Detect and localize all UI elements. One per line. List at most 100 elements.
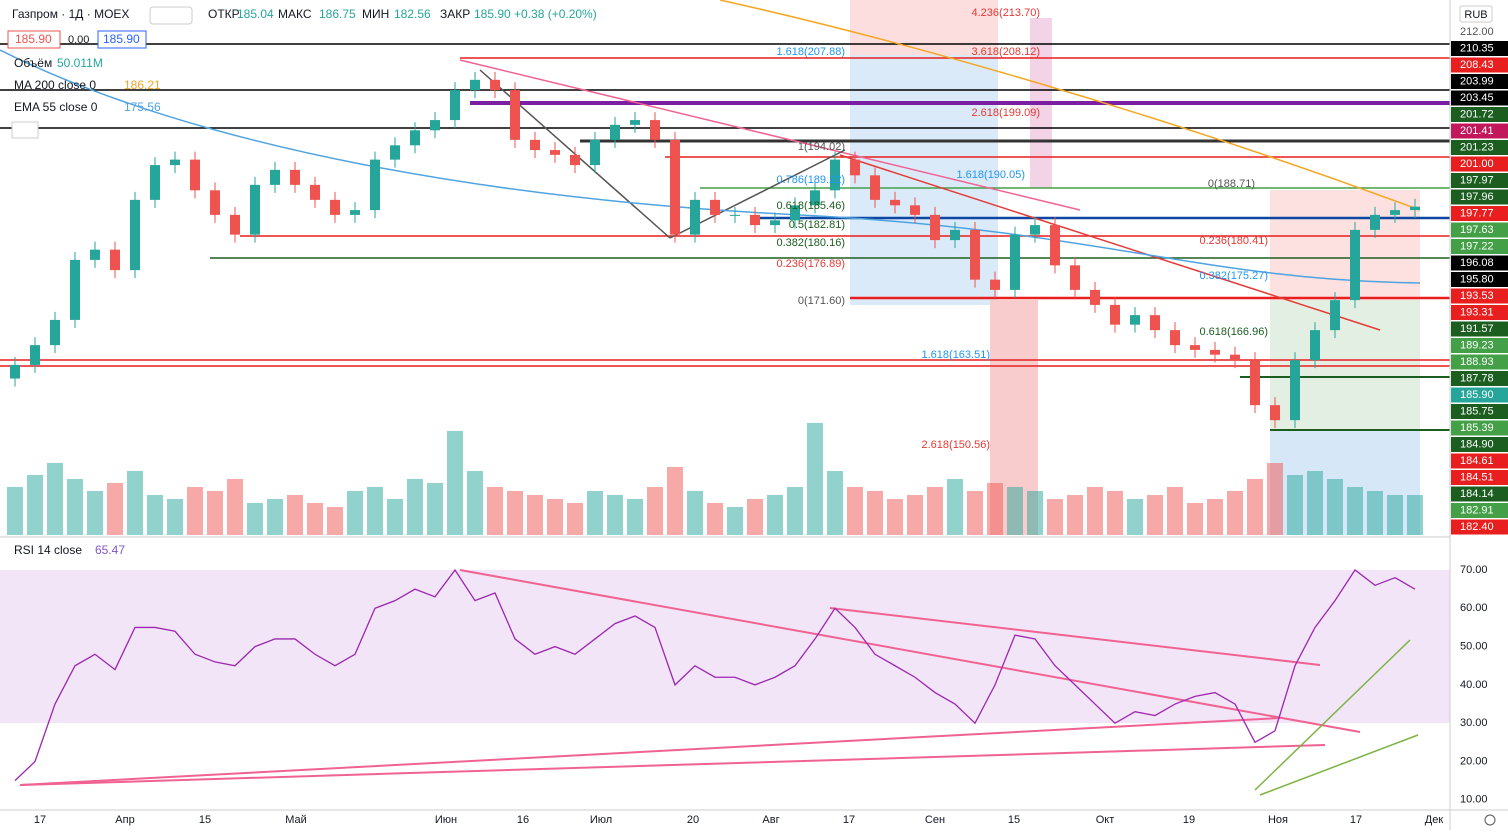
bid-box[interactable]	[7, 30, 61, 49]
volume-bar	[1067, 495, 1083, 535]
price-axis-label: 182.91	[1460, 504, 1494, 516]
rsi-trend	[1259, 734, 1419, 796]
fib-label: 0.5(182.81)	[789, 219, 845, 231]
candle	[290, 169, 300, 185]
rsi-trend	[19, 717, 1281, 786]
candle	[1010, 234, 1020, 290]
price-axis-label: 197.22	[1460, 240, 1494, 252]
volume-bar	[7, 487, 23, 535]
time-axis-label: 16	[517, 814, 529, 826]
volume-bar	[1407, 495, 1423, 535]
price-axis-label: 210.35	[1460, 42, 1494, 54]
volume-bar	[287, 495, 303, 535]
collapse-button[interactable]	[11, 121, 39, 139]
volume-bar	[1327, 479, 1343, 535]
price-axis-label: 182.40	[1460, 521, 1494, 533]
ma-line	[719, 0, 1421, 211]
candle	[470, 79, 480, 91]
volume-bar	[907, 495, 923, 535]
candle	[370, 159, 380, 211]
price-label-box	[1451, 189, 1508, 205]
price-axis-label: 201.41	[1460, 125, 1494, 137]
ask-box[interactable]	[97, 30, 147, 49]
candle	[1270, 405, 1280, 421]
currency-button[interactable]	[1459, 5, 1493, 23]
volume-bar	[127, 471, 143, 535]
price-axis-label: 197.63	[1460, 224, 1494, 236]
candle	[930, 214, 940, 241]
volume-bar	[1367, 491, 1383, 535]
zone	[850, 0, 998, 55]
candle	[610, 124, 620, 140]
volume-bar	[607, 495, 623, 535]
price-label-box	[1451, 354, 1508, 370]
time-axis-label: 17	[1350, 814, 1362, 826]
candle	[130, 199, 140, 271]
price-label-box	[1451, 255, 1508, 271]
price-axis-label: 212.00	[1460, 26, 1494, 38]
price-label-box	[1451, 420, 1508, 436]
volume-bar	[387, 499, 403, 535]
candle	[1150, 315, 1160, 331]
candle	[70, 259, 80, 320]
levels	[0, 0, 1450, 796]
volume-bar	[807, 423, 823, 535]
candle	[550, 150, 560, 155]
price-axis-label: 185.75	[1460, 405, 1494, 417]
candle	[590, 139, 600, 166]
price-label-box	[1451, 486, 1508, 502]
rsi: 65.47	[95, 543, 125, 557]
candle	[150, 165, 160, 200]
rsi-axis-label: 70.00	[1460, 564, 1488, 576]
volume-bar	[447, 431, 463, 535]
volume-bar	[27, 475, 43, 535]
volume-bar	[1347, 487, 1363, 535]
volume-bar	[227, 479, 243, 535]
rsi-axis-label: 20.00	[1460, 755, 1488, 767]
candle	[350, 210, 360, 215]
volume-bar	[627, 499, 643, 535]
candle	[750, 214, 760, 226]
fib-label: 3.618(208.12)	[972, 46, 1041, 58]
candle	[1050, 225, 1060, 266]
time-axis-label: Окт	[1096, 814, 1115, 826]
price-axis-label: 193.53	[1460, 290, 1494, 302]
price-label-box	[1451, 57, 1508, 73]
settings-icon[interactable]	[1484, 814, 1496, 826]
candle	[1250, 360, 1260, 406]
volume-bar	[467, 471, 483, 535]
volume-bar	[1207, 499, 1223, 535]
candle	[530, 139, 540, 151]
price-axis-label: 197.97	[1460, 174, 1494, 186]
candle	[430, 120, 440, 131]
candle	[730, 214, 740, 216]
volume-bar	[1107, 491, 1123, 535]
candle	[950, 229, 960, 241]
price-axis-label: 197.77	[1460, 207, 1494, 219]
volume-bar	[587, 491, 603, 535]
low-label: МИН	[362, 7, 389, 21]
candle	[1410, 206, 1420, 211]
price-axis-label: 203.99	[1460, 75, 1494, 87]
ma-label: MA 200 close 0	[14, 78, 96, 92]
rsi-axis-label: 60.00	[1460, 602, 1488, 614]
price-axis-label: 184.51	[1460, 471, 1494, 483]
rsi-axis-label: 10.00	[1460, 794, 1488, 806]
candle	[990, 279, 1000, 290]
volume-bar	[827, 471, 843, 535]
open: 185.04	[237, 7, 274, 21]
compare-button[interactable]	[149, 6, 193, 25]
candle	[570, 154, 580, 166]
fib-label: 0.618(166.96)	[1200, 326, 1269, 338]
rsi-trend	[829, 607, 1321, 666]
volume-bar	[67, 479, 83, 535]
candle	[1370, 214, 1380, 230]
volume-bar	[307, 503, 323, 535]
fib-label: 0.236(180.41)	[1200, 235, 1269, 247]
volume: 50.011M	[57, 56, 103, 70]
price-label-box	[1451, 74, 1508, 89]
volume-bar	[247, 503, 263, 535]
candle	[230, 214, 240, 235]
volume-bar	[767, 495, 783, 535]
zone	[1270, 190, 1420, 300]
